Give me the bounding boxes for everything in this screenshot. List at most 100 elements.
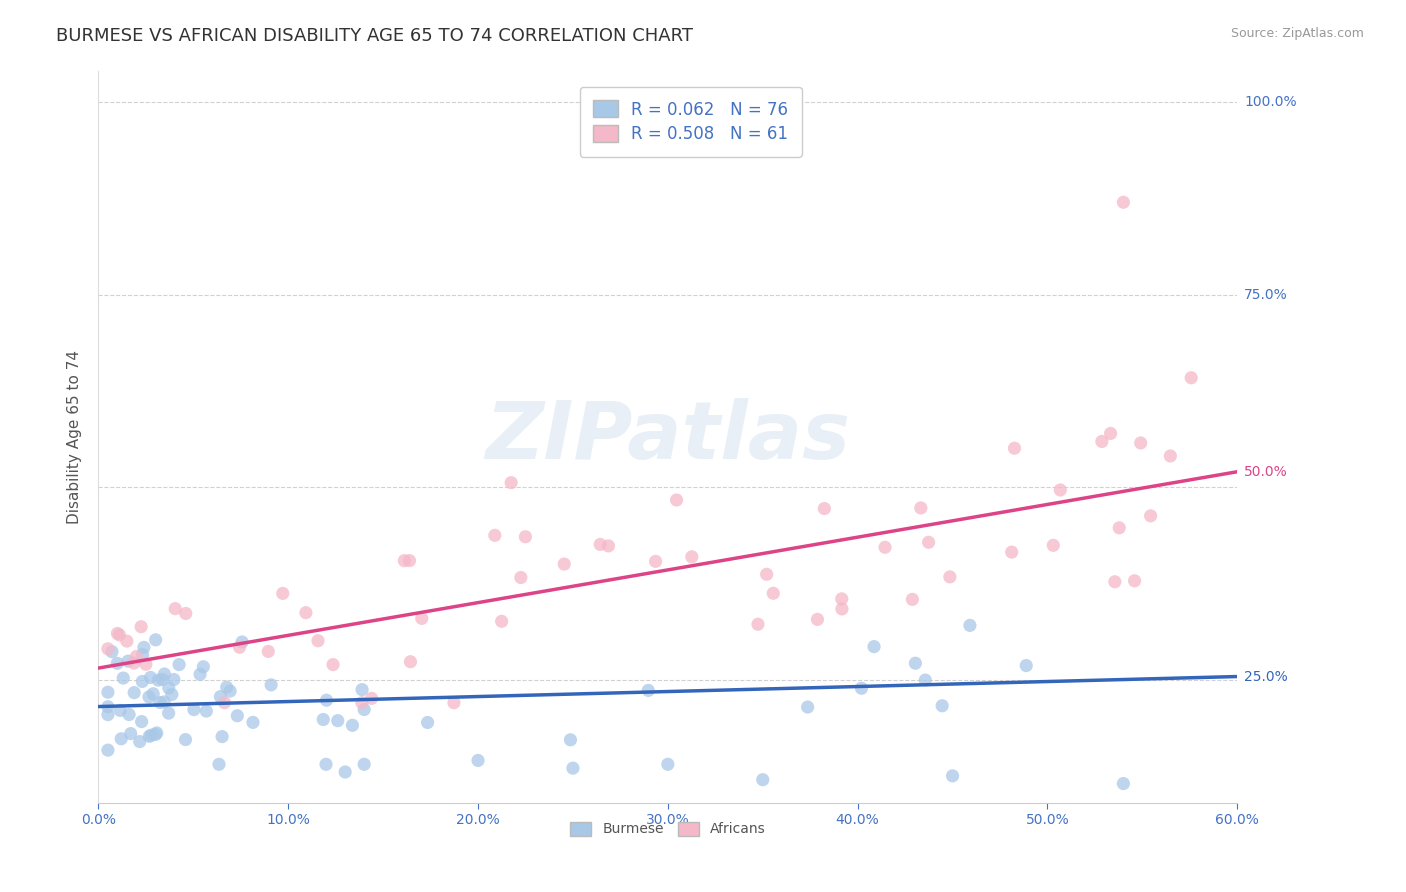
Point — [353, 757, 375, 772]
Point — [484, 528, 506, 542]
Point — [665, 493, 688, 508]
Point — [1004, 441, 1026, 455]
Point — [160, 688, 183, 702]
Point — [1159, 449, 1181, 463]
Text: ZIPatlas: ZIPatlas — [485, 398, 851, 476]
Text: BURMESE VS AFRICAN DISABILITY AGE 65 TO 74 CORRELATION CHART: BURMESE VS AFRICAN DISABILITY AGE 65 TO … — [56, 27, 693, 45]
Point — [211, 730, 233, 744]
Point — [145, 632, 167, 647]
Text: 100.0%: 100.0% — [1244, 95, 1296, 109]
Point — [910, 500, 932, 515]
Point — [165, 601, 187, 615]
Point — [167, 657, 190, 672]
Point — [97, 707, 120, 722]
Point — [122, 656, 145, 670]
Point — [163, 673, 186, 687]
Point — [108, 628, 131, 642]
Point — [657, 757, 679, 772]
Point — [752, 772, 775, 787]
Point — [128, 734, 150, 748]
Point — [97, 641, 120, 656]
Point — [1139, 508, 1161, 523]
Point — [174, 732, 197, 747]
Point — [560, 732, 582, 747]
Point — [931, 698, 953, 713]
Point — [491, 615, 513, 629]
Point — [183, 703, 205, 717]
Point — [399, 655, 422, 669]
Point — [131, 714, 153, 729]
Point — [131, 674, 153, 689]
Point — [904, 657, 927, 671]
Point — [1042, 538, 1064, 552]
Point — [851, 681, 873, 696]
Point — [959, 618, 981, 632]
Point — [939, 570, 962, 584]
Point — [681, 549, 703, 564]
Point — [129, 620, 152, 634]
Point — [115, 634, 138, 648]
Text: 25.0%: 25.0% — [1244, 670, 1288, 683]
Point — [644, 554, 666, 568]
Point — [108, 703, 131, 717]
Point — [1091, 434, 1114, 449]
Y-axis label: Disability Age 65 to 74: Disability Age 65 to 74 — [67, 350, 83, 524]
Point — [152, 673, 174, 687]
Point — [214, 696, 236, 710]
Point — [1123, 574, 1146, 588]
Point — [353, 702, 375, 716]
Point — [598, 539, 620, 553]
Point — [312, 713, 335, 727]
Point — [193, 660, 215, 674]
Point — [260, 678, 283, 692]
Point — [118, 707, 141, 722]
Point — [97, 699, 120, 714]
Point — [112, 671, 135, 685]
Point — [342, 718, 364, 732]
Point — [589, 537, 612, 551]
Point — [315, 757, 337, 772]
Point — [1049, 483, 1071, 497]
Point — [157, 681, 180, 695]
Point — [153, 667, 176, 681]
Point — [747, 617, 769, 632]
Point — [411, 611, 433, 625]
Point — [215, 680, 238, 694]
Point — [873, 541, 896, 555]
Point — [501, 475, 523, 490]
Point — [1108, 521, 1130, 535]
Point — [226, 708, 249, 723]
Point — [335, 764, 357, 779]
Point — [562, 761, 585, 775]
Point — [863, 640, 886, 654]
Point — [360, 691, 382, 706]
Point — [271, 586, 294, 600]
Point — [117, 654, 139, 668]
Point — [231, 635, 253, 649]
Point — [352, 682, 374, 697]
Point — [914, 673, 936, 687]
Point — [257, 644, 280, 658]
Point — [1104, 574, 1126, 589]
Point — [174, 607, 197, 621]
Legend: Burmese, Africans: Burmese, Africans — [564, 814, 772, 844]
Text: Source: ZipAtlas.com: Source: ZipAtlas.com — [1230, 27, 1364, 40]
Point — [153, 695, 176, 709]
Point — [1112, 776, 1135, 790]
Point — [350, 696, 373, 710]
Point — [242, 715, 264, 730]
Point — [416, 715, 439, 730]
Point — [755, 567, 778, 582]
Point — [107, 626, 129, 640]
Point — [1015, 658, 1038, 673]
Text: 75.0%: 75.0% — [1244, 287, 1288, 301]
Point — [101, 645, 124, 659]
Point — [145, 726, 167, 740]
Point — [1099, 426, 1122, 441]
Point — [138, 690, 160, 704]
Point — [1112, 195, 1135, 210]
Point — [120, 726, 142, 740]
Point — [762, 586, 785, 600]
Point — [142, 687, 165, 701]
Point — [315, 693, 337, 707]
